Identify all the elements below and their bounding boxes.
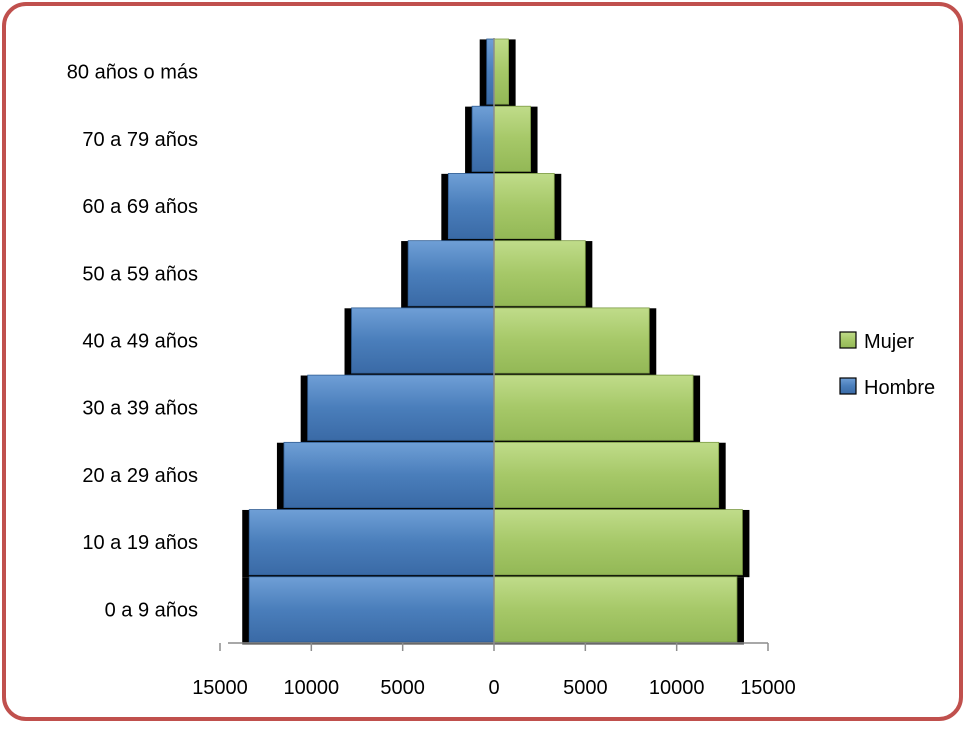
category-label: 60 a 69 años (82, 196, 198, 218)
category-label: 50 a 59 años (82, 263, 198, 285)
bar-hombre (447, 173, 495, 240)
x-tick-label: 5000 (380, 677, 425, 699)
bar-hombre (486, 38, 495, 105)
legend-label-mujer: Mujer (864, 331, 914, 353)
bar-hombre (351, 307, 495, 374)
bar-mujer (493, 374, 694, 441)
legend-label-hombre: Hombre (864, 377, 935, 399)
legend-swatch-hombre (839, 377, 857, 395)
bar-hombre (283, 441, 495, 508)
bar-hombre (248, 576, 495, 643)
legend-swatch-mujer (839, 331, 857, 349)
bar-mujer (493, 509, 743, 576)
x-tick-label: 15000 (192, 677, 248, 699)
x-tick-label: 5000 (563, 677, 608, 699)
x-tick-label: 15000 (740, 677, 796, 699)
bar-mujer (493, 105, 531, 172)
category-label: 10 a 19 años (82, 532, 198, 554)
bar-hombre (307, 374, 495, 441)
bar-mujer (493, 173, 555, 240)
category-label: 20 a 29 años (82, 465, 198, 487)
category-label: 0 a 9 años (105, 599, 198, 621)
bar-mujer (493, 307, 650, 374)
x-tick-label: 10000 (649, 677, 705, 699)
x-tick-label: 0 (488, 677, 499, 699)
category-label: 40 a 49 años (82, 331, 198, 353)
bar-mujer (493, 38, 510, 105)
bar-hombre (248, 509, 495, 576)
bar-mujer (493, 576, 738, 643)
bar-hombre (471, 105, 495, 172)
bar-mujer (493, 441, 720, 508)
category-label: 70 a 79 años (82, 129, 198, 151)
bar-hombre (407, 240, 495, 307)
x-tick-label: 10000 (284, 677, 340, 699)
category-label: 80 años o más (67, 62, 198, 84)
bar-mujer (493, 240, 586, 307)
category-label: 30 a 39 años (82, 398, 198, 420)
